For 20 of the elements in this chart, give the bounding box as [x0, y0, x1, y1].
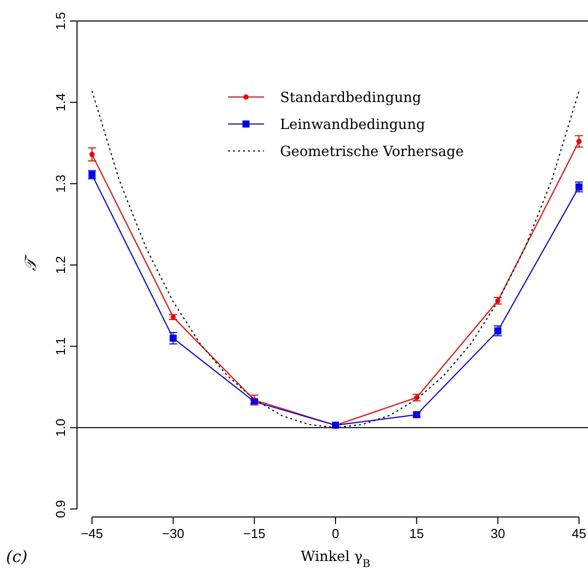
y-tick-label: 1.3: [53, 174, 68, 193]
y-tick-label: 1.1: [53, 337, 68, 356]
x-tick-label: 45: [572, 526, 586, 541]
x-tick-label: −45: [80, 526, 104, 541]
y-tick-label: 1.0: [53, 418, 68, 437]
y-tick-label: 1.5: [53, 12, 68, 30]
y-tick-label: 1.2: [53, 256, 68, 274]
x-axis-title: Winkel γ$_{B}$: [300, 549, 370, 570]
x-tick-label: 30: [490, 526, 506, 541]
legend-label: Leinwandbedingung: [280, 117, 426, 133]
x-tick-label: 0: [332, 526, 340, 541]
legend-label: Geometrische Vorhersage: [280, 144, 464, 160]
y-tick-label: 1.4: [53, 93, 68, 112]
x-tick-label: −30: [162, 526, 184, 541]
y-tick-label: 0.9: [53, 500, 68, 518]
legend-label: Standardbedingung: [280, 90, 422, 106]
x-tick-label: 15: [409, 526, 424, 541]
y-axis-title: 𝒯: [21, 254, 40, 271]
text: (c): [6, 547, 28, 566]
x-tick-label: −15: [243, 526, 266, 541]
